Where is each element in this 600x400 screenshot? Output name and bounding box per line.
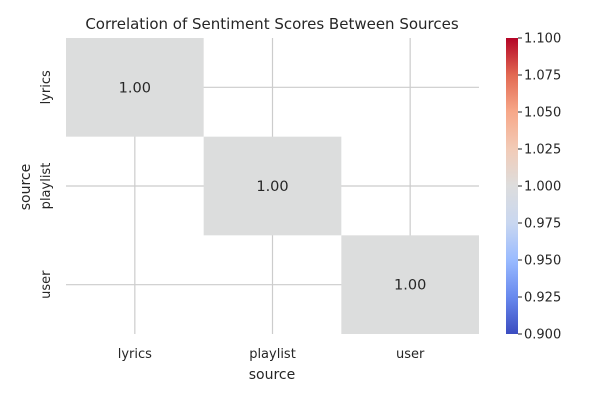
- colorbar-tick-label: 1.075: [524, 69, 561, 84]
- colorbar-tick-label: 0.950: [524, 254, 561, 269]
- x-axis-label: source: [249, 367, 296, 383]
- cell-annotation: 1.00: [119, 80, 151, 96]
- colorbar-tick-label: 1.050: [524, 106, 561, 121]
- y-axis-label: source: [18, 164, 34, 211]
- colorbar-tick-label: 1.100: [524, 32, 561, 47]
- chart-title: Correlation of Sentiment Scores Between …: [85, 15, 459, 33]
- x-tick-label: lyrics: [118, 347, 152, 362]
- y-tick-label: playlist: [39, 163, 54, 210]
- colorbar-tick-label: 0.925: [524, 291, 561, 306]
- x-tick-label: user: [396, 347, 425, 362]
- colorbar-tick-label: 0.900: [524, 328, 561, 343]
- tick-labels: lyrics playlist user lyrics playlist user: [39, 70, 425, 362]
- x-tick-label: playlist: [249, 347, 296, 362]
- cell-annotation: 1.00: [256, 179, 288, 195]
- y-tick-label: lyrics: [39, 70, 54, 104]
- y-tick-label: user: [39, 270, 54, 299]
- heatmap-cell-playlist-playlist: [203, 136, 342, 236]
- cell-annotation: 1.00: [394, 278, 426, 294]
- colorbar-tick-label: 1.025: [524, 143, 561, 158]
- heatmap-cells: 1.00 1.00 1.00: [66, 38, 479, 334]
- colorbar: [506, 38, 518, 334]
- heatmap-cell-user-user: [341, 235, 479, 334]
- colorbar-tick-label: 1.000: [524, 180, 561, 195]
- colorbar-tick-label: 0.975: [524, 217, 561, 232]
- colorbar-ticks: 0.900 0.925 0.950 0.975 1.000 1.025 1.050 1.075…: [518, 32, 561, 343]
- heatmap-cell-lyrics-lyrics: [66, 38, 204, 137]
